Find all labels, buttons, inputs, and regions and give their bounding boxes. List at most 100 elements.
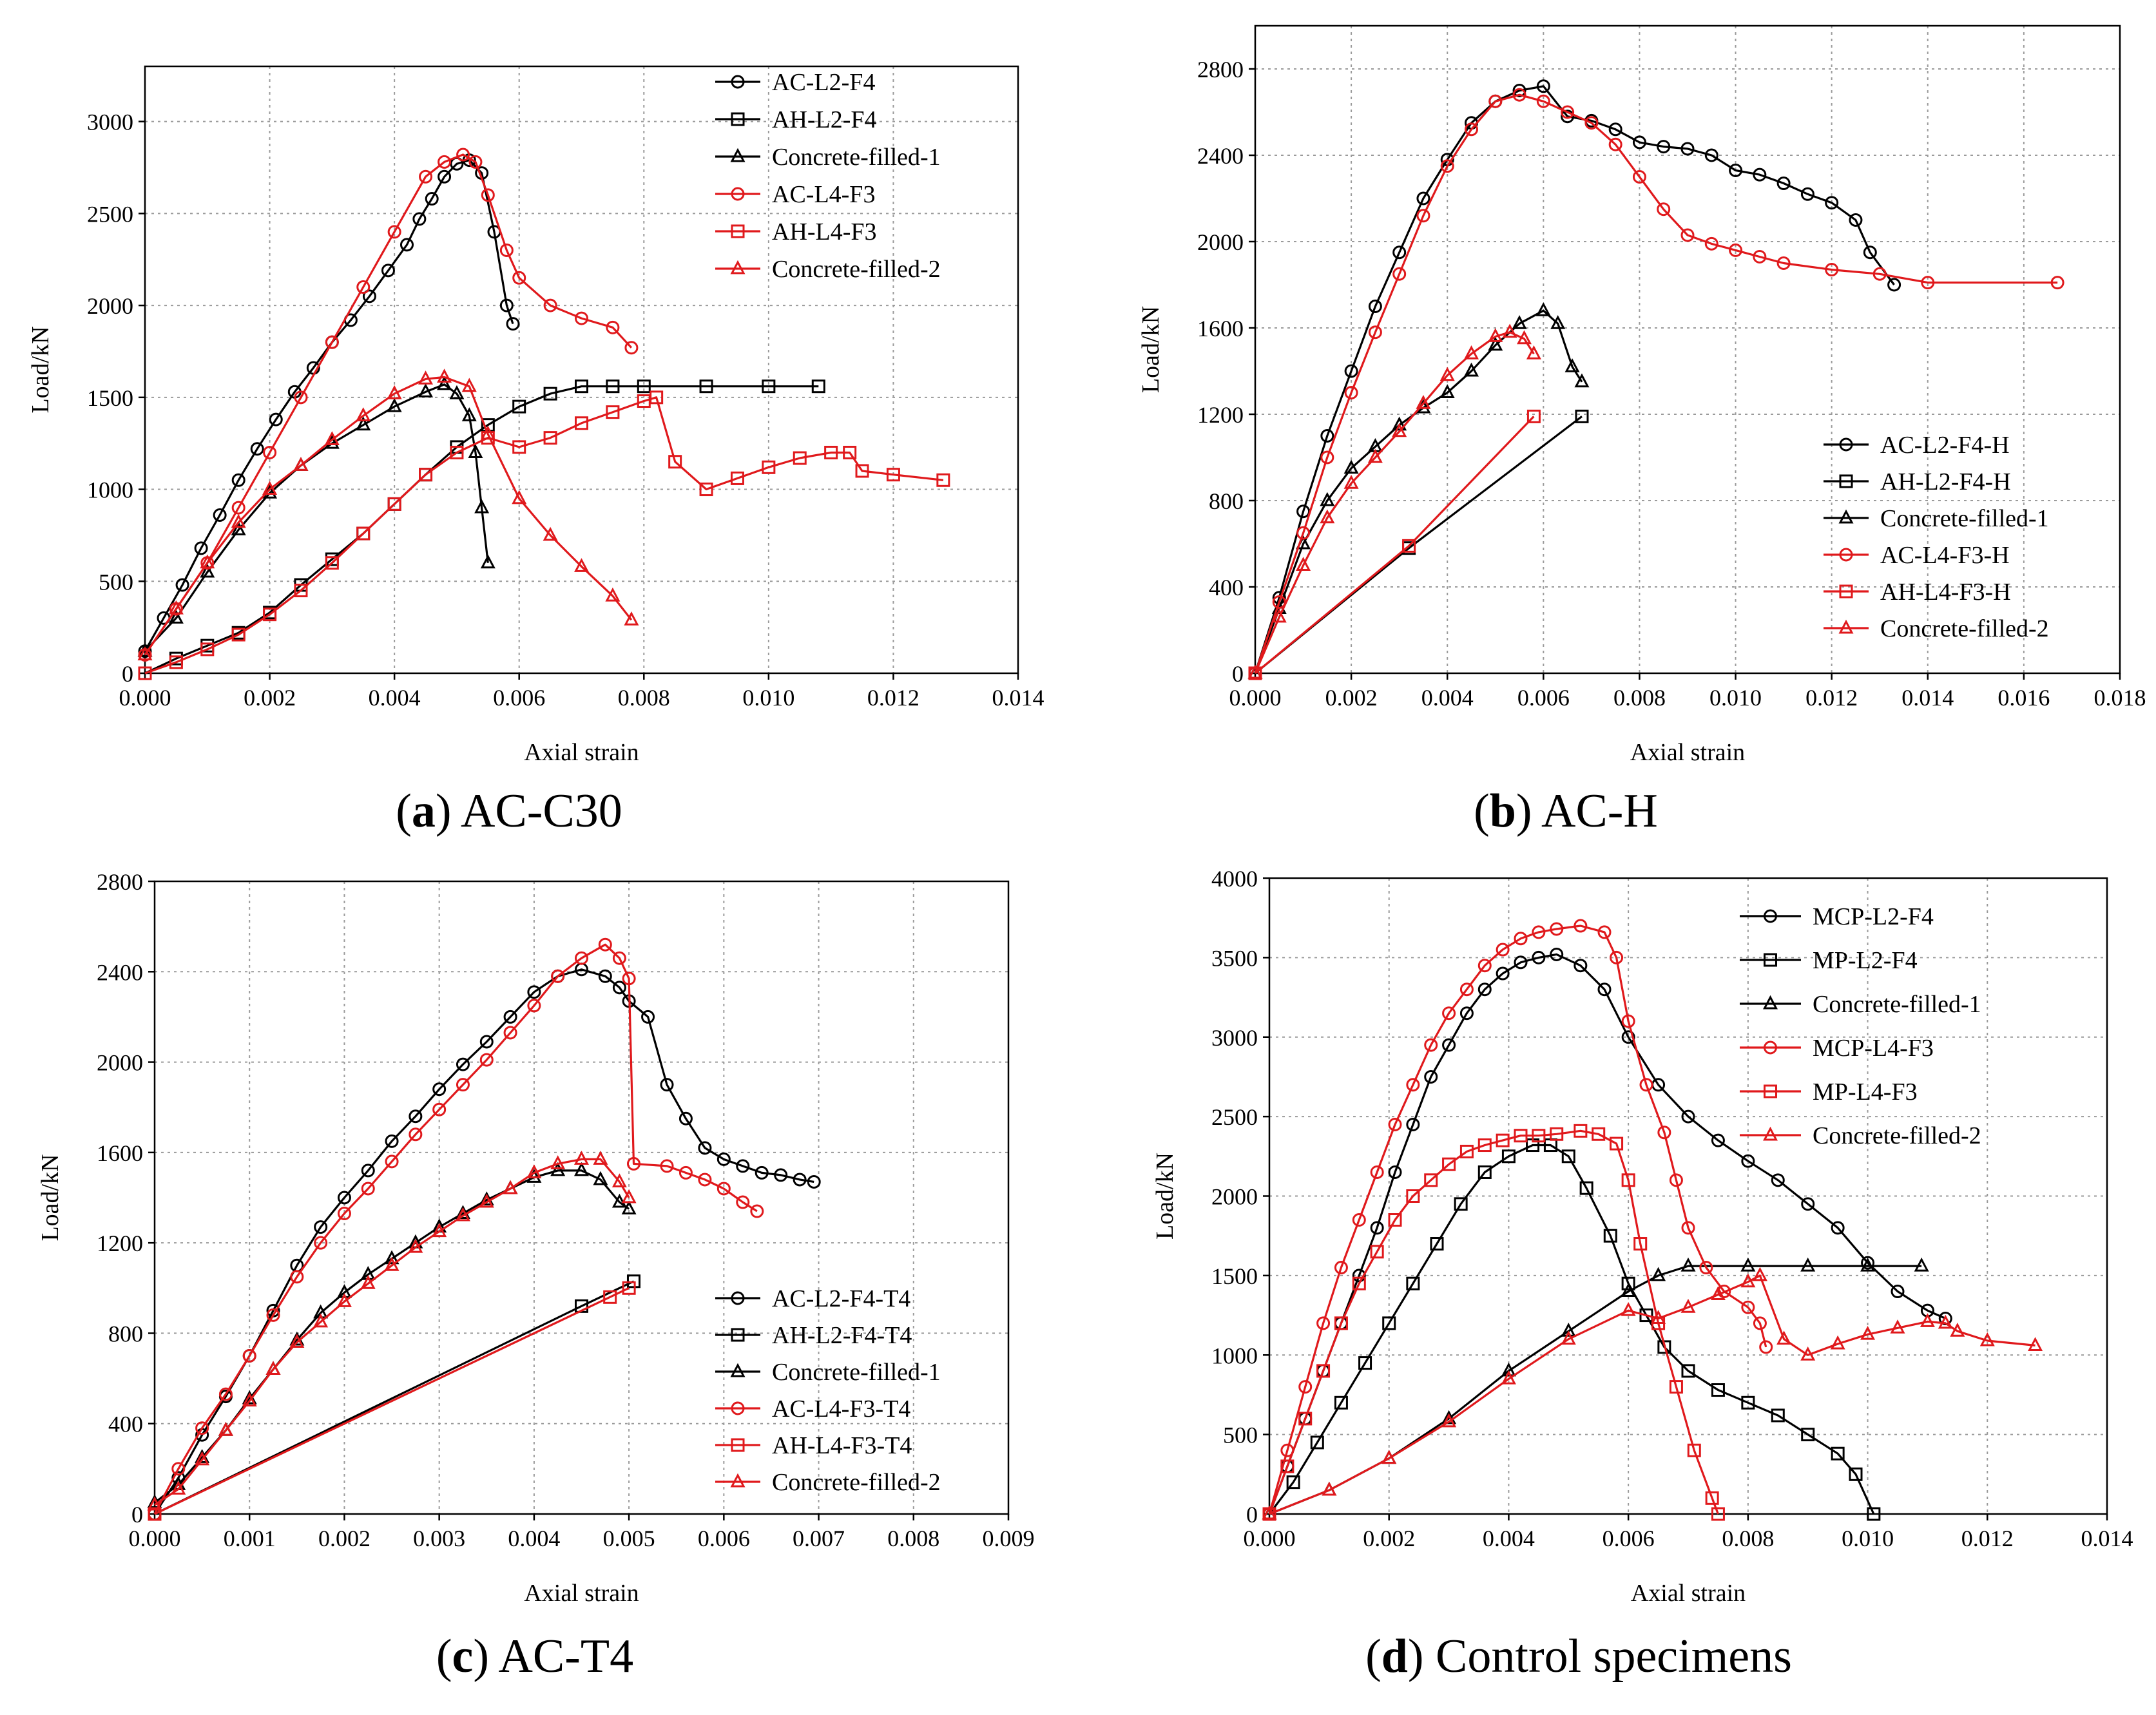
data-point — [807, 1174, 821, 1189]
legend-marker — [1764, 953, 1777, 967]
data-point — [1610, 950, 1624, 964]
y-tick-label: 3000 — [1211, 1025, 1258, 1051]
data-point — [450, 445, 464, 459]
data-point — [698, 1141, 712, 1155]
series-Concrete-filled-2 — [1262, 1267, 2043, 1520]
data-point — [506, 317, 520, 331]
y-tick-label: 2400 — [1197, 143, 1244, 169]
data-point — [387, 398, 402, 412]
y-tick-label: 400 — [1209, 575, 1244, 600]
data-point — [1800, 187, 1814, 201]
x-tick-label: 0.004 — [1421, 685, 1474, 711]
data-point — [1367, 448, 1383, 463]
data-point — [169, 655, 183, 669]
legend: MCP-L2-F4 MP-L2-F4 Concrete-filled-1 MCP-L4… — [1740, 903, 1981, 1149]
data-point — [1800, 1257, 1816, 1272]
legend-label: Concrete-filled-2 — [1880, 615, 2049, 642]
data-point — [603, 1290, 617, 1304]
legend-marker — [731, 187, 745, 201]
x-tick-label: 0.004 — [508, 1526, 560, 1551]
x-tick-label: 0.007 — [793, 1526, 845, 1551]
data-point — [1488, 336, 1503, 351]
data-point — [1381, 1450, 1397, 1464]
data-point — [1639, 1078, 1653, 1092]
y-tick-label: 2800 — [97, 869, 143, 895]
data-point — [1477, 1165, 1492, 1179]
data-point — [1392, 423, 1407, 437]
data-point — [1669, 1173, 1683, 1187]
data-point — [512, 440, 526, 454]
data-point — [1680, 142, 1695, 156]
x-tick-label: 0.003 — [413, 1526, 465, 1551]
data-point — [479, 1193, 494, 1208]
data-point — [1771, 1173, 1785, 1187]
x-tick-label: 0.006 — [493, 685, 545, 711]
data-point — [313, 1313, 329, 1328]
x-tick-label: 0.014 — [1901, 685, 1954, 711]
x-tick-label: 0.002 — [318, 1526, 371, 1551]
data-point — [1825, 196, 1839, 210]
data-point — [1416, 395, 1431, 409]
data-point — [1704, 236, 1718, 251]
series-AH-L4-F3 — [138, 390, 950, 680]
data-point — [543, 387, 557, 401]
data-point — [1392, 245, 1407, 260]
data-point — [1741, 1300, 1755, 1314]
data-point — [1286, 1475, 1300, 1490]
y-tick-label: 2400 — [97, 959, 143, 985]
data-point — [1550, 922, 1564, 936]
legend-marker — [731, 1291, 745, 1305]
data-point — [218, 1387, 233, 1401]
data-point — [1406, 1189, 1420, 1203]
legend-marker — [730, 260, 746, 274]
y-axis-label: Load/kN — [37, 1154, 64, 1241]
data-point — [1526, 409, 1541, 423]
data-point — [432, 1102, 447, 1116]
data-point — [543, 526, 558, 541]
data-point — [294, 390, 308, 405]
data-point — [1657, 1126, 1671, 1140]
data-point — [1488, 94, 1503, 108]
series-line — [1254, 416, 1583, 675]
data-point — [1343, 474, 1359, 489]
caption-paren-open: ( — [1474, 785, 1490, 838]
data-point — [1262, 1505, 1277, 1520]
caption-title: AC-C30 — [452, 785, 622, 838]
series-line — [154, 1158, 630, 1506]
data-point — [479, 1053, 494, 1067]
legend-label: MCP-L2-F4 — [1813, 903, 1934, 930]
data-point — [1388, 1213, 1402, 1227]
x-axis-label: Axial strain — [1631, 1580, 1746, 1607]
x-tick-label: 0.009 — [983, 1526, 1035, 1551]
data-point — [361, 1182, 375, 1196]
data-point — [1477, 959, 1492, 973]
data-point — [699, 379, 713, 394]
legend-label: AH-L4-F3 — [772, 218, 877, 245]
data-point — [147, 1496, 162, 1511]
x-tick-label: 0.010 — [1709, 685, 1762, 711]
data-point — [1632, 170, 1646, 184]
data-point — [412, 212, 427, 226]
data-point — [1867, 1507, 1881, 1521]
data-point — [1344, 364, 1358, 378]
data-point — [1830, 1335, 1845, 1350]
data-point — [1729, 163, 1743, 177]
data-point — [575, 416, 588, 430]
data-point — [1776, 256, 1791, 270]
data-point — [461, 378, 477, 392]
data-point — [337, 1191, 351, 1205]
data-point — [679, 1111, 693, 1126]
data-point — [294, 584, 308, 598]
data-point — [250, 442, 264, 456]
data-point — [1575, 409, 1589, 423]
y-tick-label: 0 — [1246, 1502, 1258, 1528]
data-point — [1729, 243, 1743, 257]
data-point — [418, 383, 434, 398]
caption-paren-open: ( — [436, 1630, 452, 1683]
data-point — [1592, 1127, 1606, 1141]
data-point — [679, 1165, 693, 1180]
x-tick-label: 0.002 — [1325, 685, 1378, 711]
data-point — [660, 1159, 674, 1173]
y-tick-label: 500 — [1223, 1423, 1258, 1448]
series-line — [154, 1287, 630, 1515]
